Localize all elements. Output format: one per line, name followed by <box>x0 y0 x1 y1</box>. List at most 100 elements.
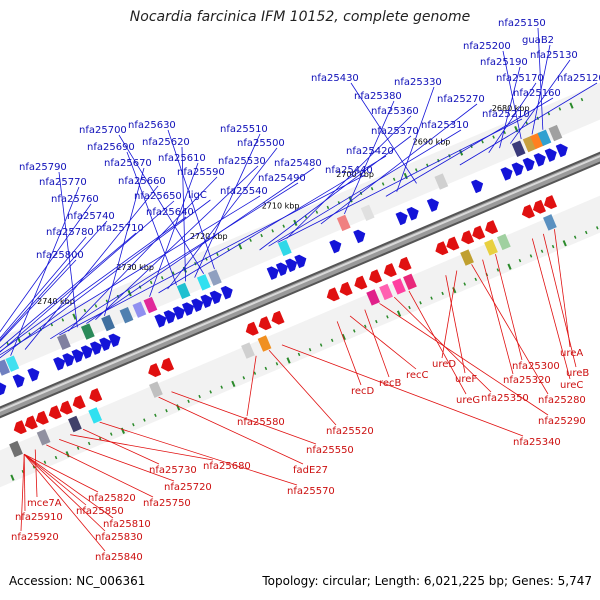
tick-mark <box>396 310 402 317</box>
forward-gene-label: nfa25490 <box>258 173 306 184</box>
label-leader-line <box>336 321 362 386</box>
label-leader-line <box>502 50 522 140</box>
label-leader-line <box>393 296 492 393</box>
label-leader-line <box>20 454 25 532</box>
tick-label: 2680 kbp <box>492 104 530 113</box>
label-leader-line <box>379 303 549 416</box>
label-leader-line <box>10 186 80 356</box>
tick-mark <box>271 229 274 233</box>
reverse-gene-arrow <box>383 263 397 278</box>
forward-gene-label: nfa25660 <box>118 176 166 187</box>
tick-mark <box>143 418 146 422</box>
reverse-gene-label: recD <box>351 386 375 397</box>
tick-mark <box>149 280 153 285</box>
forward-gene-arrow <box>99 337 112 352</box>
tick-mark <box>584 230 588 235</box>
reverse-domain-box <box>484 239 498 256</box>
tick-mark <box>264 366 268 371</box>
forward-domain-box <box>0 359 11 376</box>
forward-gene-label: nfa25800 <box>36 250 84 261</box>
reverse-gene-label: fadE27 <box>293 465 328 476</box>
tick-mark <box>441 291 444 296</box>
forward-gene-arrow <box>533 153 546 167</box>
reverse-gene-label: nfa25280 <box>538 395 586 406</box>
reverse-gene-label: nfa25750 <box>143 498 191 509</box>
tick-mark <box>105 299 109 303</box>
tick-mark <box>463 282 467 286</box>
reverse-gene-label: nfa25680 <box>203 461 251 472</box>
forward-gene-arrow <box>220 285 233 300</box>
reverse-gene-label: nfa25920 <box>11 532 59 543</box>
forward-gene-label: nfa25430 <box>311 73 359 84</box>
forward-gene-label: nfa25610 <box>158 153 206 164</box>
tick-mark <box>386 315 389 319</box>
page-title: Nocardia farcinica IFM 10152, complete g… <box>129 9 471 25</box>
tick-label: 2730 kbp <box>116 263 154 272</box>
label-leader-line <box>59 174 366 336</box>
label-leader-line <box>158 396 304 465</box>
tick-mark <box>580 97 584 102</box>
tick-mark <box>242 376 246 380</box>
reverse-gene-label: nfa25720 <box>164 482 212 493</box>
reverse-domain-box <box>149 381 163 398</box>
reverse-gene-arrow <box>13 420 27 435</box>
tick-mark <box>282 224 286 228</box>
forward-domain-box <box>548 124 563 142</box>
tick-mark <box>260 233 263 238</box>
genome-backbone <box>0 151 600 419</box>
forward-gene-arrow <box>406 206 419 221</box>
forward-gene-label: nfa25510 <box>220 124 268 135</box>
reverse-domain-box <box>403 273 417 290</box>
reverse-gene-label: nfa25850 <box>76 506 124 517</box>
reverse-domain-box <box>379 283 393 301</box>
label-leader-line <box>194 133 261 278</box>
forward-gene-label: nfa25190 <box>480 57 528 68</box>
reverse-domain-box <box>543 214 557 231</box>
reverse-gene-arrow <box>354 275 368 290</box>
reverse-gene-label: nfa25810 <box>103 519 151 530</box>
tick-mark <box>496 268 500 272</box>
label-leader-line <box>59 438 175 482</box>
forward-gene-label: nfa25310 <box>421 120 469 131</box>
reverse-domain-box <box>366 289 381 306</box>
forward-gene-label: nfa25170 <box>496 73 544 84</box>
tick-mark <box>127 290 132 297</box>
tick-mark <box>381 182 385 186</box>
tick-label: 2690 kbp <box>413 137 451 146</box>
tick-mark <box>6 341 9 346</box>
forward-domain-box <box>57 333 71 350</box>
tick-mark <box>392 177 396 181</box>
reverse-gene-arrow <box>35 410 49 425</box>
forward-gene-arrow <box>62 353 75 367</box>
tick-mark <box>562 240 567 247</box>
reverse-gene-label: nfa25730 <box>149 465 197 476</box>
label-leader-line <box>82 428 160 465</box>
reverse-gene-arrow <box>258 316 272 331</box>
tick-mark <box>341 333 346 341</box>
tick-mark <box>220 385 223 389</box>
forward-gene-arrow <box>275 262 289 277</box>
reverse-gene-arrow <box>435 241 449 256</box>
accession-text: Accession: NC_006361 <box>9 574 146 588</box>
label-leader-line <box>118 134 205 274</box>
reverse-gene-arrow <box>89 388 103 403</box>
reverse-gene-label: nfa25820 <box>88 493 136 504</box>
forward-domain-box <box>132 301 147 318</box>
label-leader-line <box>0 200 175 353</box>
forward-gene-label: nfa25620 <box>142 137 190 148</box>
label-leader-line <box>281 344 524 437</box>
feature-band-1 <box>0 195 600 488</box>
reverse-gene-arrow <box>161 357 175 372</box>
label-leader-line <box>408 290 467 395</box>
forward-gene-label: nfa25770 <box>39 177 87 188</box>
reverse-gene-arrow <box>532 199 546 214</box>
tick-mark <box>596 226 599 230</box>
forward-gene-label: nfa25640 <box>146 207 194 218</box>
label-leader-line <box>126 151 177 286</box>
label-leader-line <box>23 453 114 519</box>
tick-label: 2710 kbp <box>262 202 300 211</box>
tick-mark <box>297 352 301 357</box>
label-leader-line <box>0 195 261 356</box>
label-leader-line <box>499 66 521 149</box>
label-leader-line <box>531 238 571 380</box>
